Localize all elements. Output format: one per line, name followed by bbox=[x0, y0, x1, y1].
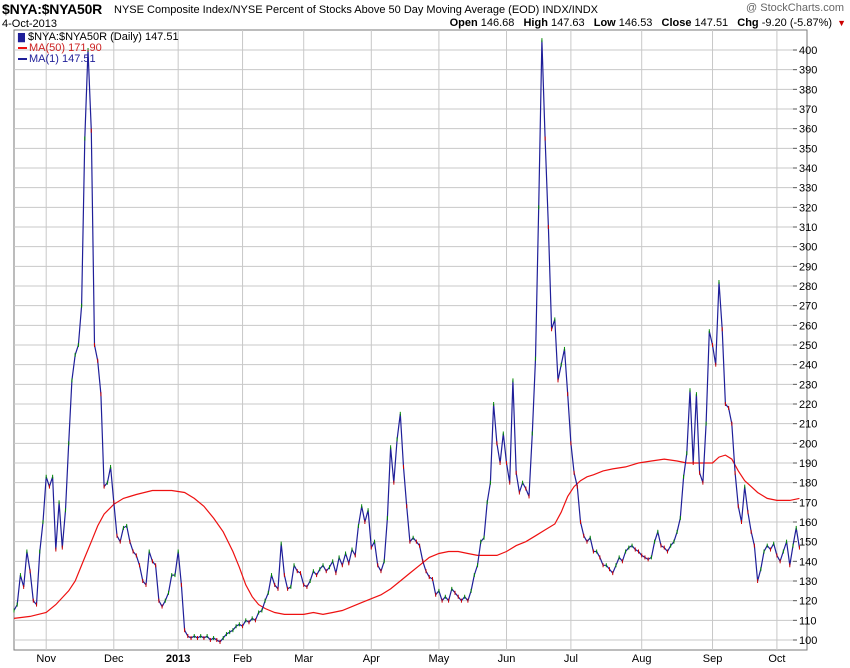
y-tick-label: 150 bbox=[799, 537, 817, 549]
x-tick-label: Dec bbox=[104, 653, 124, 665]
legend-ma50: MA(50) 171.90 bbox=[18, 43, 179, 54]
chg-value: -9.20 (-5.87%) bbox=[761, 17, 833, 29]
legend-ma1-label: MA(1) 147.51 bbox=[29, 53, 96, 65]
quote-bar: Open 146.68 High 147.63 Low 146.53 Close… bbox=[444, 17, 846, 29]
y-tick-label: 360 bbox=[799, 124, 817, 136]
y-tick-label: 240 bbox=[799, 360, 817, 372]
horizontal-gridlines bbox=[14, 49, 797, 641]
y-tick-label: 200 bbox=[799, 438, 817, 450]
legend-main-label: $NYA:$NYA50R (Daily) 147.51 bbox=[27, 31, 179, 43]
chart-description: NYSE Composite Index/NYSE Percent of Sto… bbox=[114, 4, 599, 16]
y-tick-label: 400 bbox=[799, 45, 817, 57]
y-tick-label: 380 bbox=[799, 84, 817, 96]
close-label: Close bbox=[661, 17, 692, 29]
y-tick-label: 220 bbox=[799, 399, 817, 411]
low-label: Low bbox=[593, 17, 616, 29]
y-tick-label: 320 bbox=[799, 202, 817, 214]
series-layer bbox=[13, 38, 800, 644]
y-axis-labels: 100 110 120 130 140 150 160 170 180 190 200 210 220 2… bbox=[799, 45, 817, 647]
y-tick-label: 180 bbox=[799, 478, 817, 490]
x-tick-label: Nov bbox=[36, 653, 56, 665]
y-tick-label: 330 bbox=[799, 183, 817, 195]
x-axis-labels: Nov Dec 2013 Feb Mar Apr May Jun Jul Aug Sep Oct bbox=[36, 653, 785, 665]
y-tick-label: 130 bbox=[799, 576, 817, 588]
x-tick-label: 2013 bbox=[166, 653, 190, 665]
y-tick-label: 210 bbox=[799, 419, 817, 431]
high-value: 147.63 bbox=[551, 17, 585, 29]
y-tick-label: 110 bbox=[799, 615, 817, 627]
y-tick-label: 170 bbox=[799, 497, 817, 509]
x-tick-label: Mar bbox=[294, 653, 313, 665]
x-tick-label: Apr bbox=[363, 653, 380, 665]
y-tick-label: 350 bbox=[799, 143, 817, 155]
y-tick-label: 300 bbox=[799, 242, 817, 254]
down-arrow-icon: ▼ bbox=[837, 18, 846, 28]
y-tick-label: 120 bbox=[799, 596, 817, 608]
y-tick-label: 260 bbox=[799, 320, 817, 332]
y-tick-label: 270 bbox=[799, 301, 817, 313]
bar-chart-icon: ▇ bbox=[18, 32, 25, 42]
x-tick-label: May bbox=[429, 653, 450, 665]
y-tick-label: 190 bbox=[799, 458, 817, 470]
x-tick-label: Sep bbox=[703, 653, 723, 665]
y-tick-label: 390 bbox=[799, 65, 817, 77]
high-label: High bbox=[523, 17, 548, 29]
close-value: 147.51 bbox=[694, 17, 729, 29]
ma50-line bbox=[13, 454, 800, 619]
ma1-swatch bbox=[18, 58, 27, 61]
x-tick-label: Aug bbox=[632, 653, 652, 665]
x-tick-label: Feb bbox=[233, 653, 252, 665]
legend-ma1: MA(1) 147.51 bbox=[18, 54, 179, 65]
y-tick-label: 340 bbox=[799, 163, 817, 175]
chart-symbol: $NYA:$NYA50R bbox=[2, 1, 103, 17]
chart-date: 4-Oct-2013 bbox=[2, 18, 58, 30]
y-tick-label: 280 bbox=[799, 281, 817, 293]
y-tick-label: 290 bbox=[799, 261, 817, 273]
open-label: Open bbox=[449, 17, 478, 29]
y-tick-label: 370 bbox=[799, 104, 817, 116]
open-value: 146.68 bbox=[480, 17, 515, 29]
y-tick-label: 160 bbox=[799, 517, 817, 529]
source-credit: @ StockCharts.com bbox=[746, 2, 844, 14]
y-tick-label: 230 bbox=[799, 379, 817, 391]
chg-label: Chg bbox=[737, 17, 759, 29]
legend-ma50-label: MA(50) 171.90 bbox=[29, 42, 102, 54]
plot-frame bbox=[13, 29, 808, 651]
legend-main: ▇ $NYA:$NYA50R (Daily) 147.51 bbox=[18, 32, 179, 43]
x-tick-label: Oct bbox=[768, 653, 785, 665]
low-value: 146.53 bbox=[618, 17, 653, 29]
y-tick-label: 140 bbox=[799, 556, 817, 568]
y-tick-label: 310 bbox=[799, 222, 817, 234]
ma50-swatch bbox=[18, 47, 27, 50]
x-tick-label: Jun bbox=[498, 653, 516, 665]
x-tick-label: Jul bbox=[564, 653, 578, 665]
y-tick-label: 250 bbox=[799, 340, 817, 352]
y-tick-label: 100 bbox=[799, 635, 817, 647]
legend: ▇ $NYA:$NYA50R (Daily) 147.51 MA(50) 171… bbox=[18, 32, 179, 65]
